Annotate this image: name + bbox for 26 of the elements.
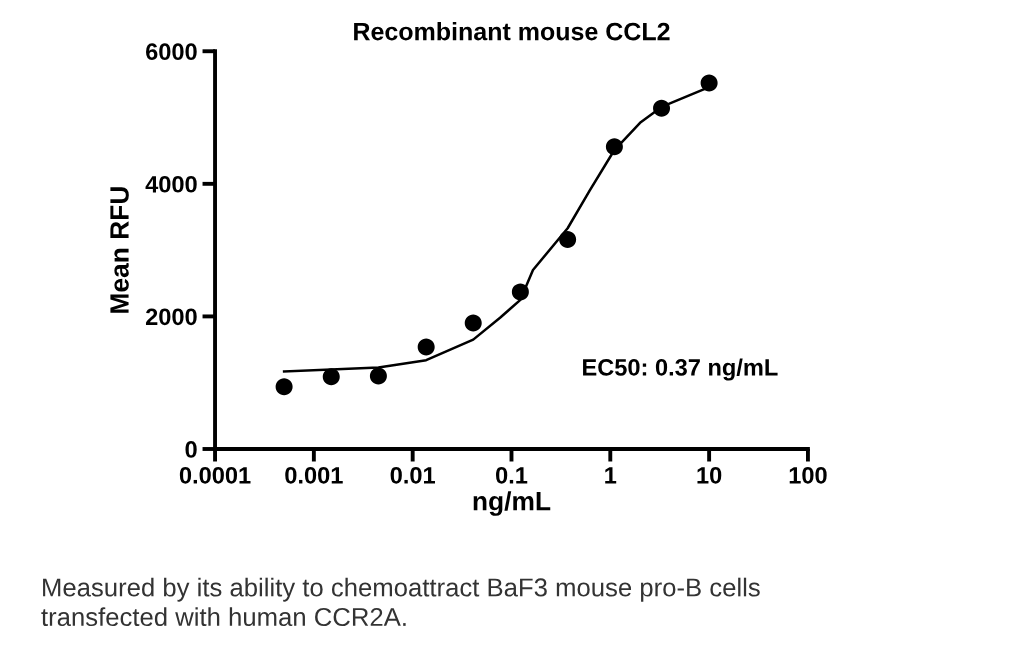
chart-title: Recombinant mouse CCL2 <box>354 22 670 41</box>
x-tick-label: 0.01 <box>390 466 435 484</box>
point <box>275 378 293 396</box>
x-axis-title: ng/mL <box>473 491 551 516</box>
point <box>322 368 340 386</box>
y-axis-title: Mean RFU <box>110 187 129 313</box>
point <box>511 283 529 301</box>
point <box>417 338 435 356</box>
x-tick-label: 1 <box>605 467 617 484</box>
x-tick-label: 100 <box>789 466 827 484</box>
annotation: EC50: 0.37 ng/mL <box>583 358 778 381</box>
x-tick-label: 10 <box>697 466 722 484</box>
point <box>605 138 623 156</box>
point <box>464 314 482 332</box>
y-tick-label: 6000 <box>146 43 197 61</box>
point <box>700 74 718 92</box>
x-tick-label: 0.0001 <box>179 466 251 484</box>
x-tick-label: 0.001 <box>285 466 343 484</box>
y-tick-label: 4000 <box>145 175 197 193</box>
point <box>559 231 577 249</box>
point <box>369 367 387 385</box>
x-tick-label: 0.1 <box>496 466 528 484</box>
text: Measured by its ability to chemoattract BaF3 mouse pro-B cells transfected with human CCR2A. <box>41 577 760 627</box>
y-tick-label: 2000 <box>145 308 197 326</box>
y-tick-label: 0 <box>185 441 197 458</box>
point <box>653 99 671 117</box>
